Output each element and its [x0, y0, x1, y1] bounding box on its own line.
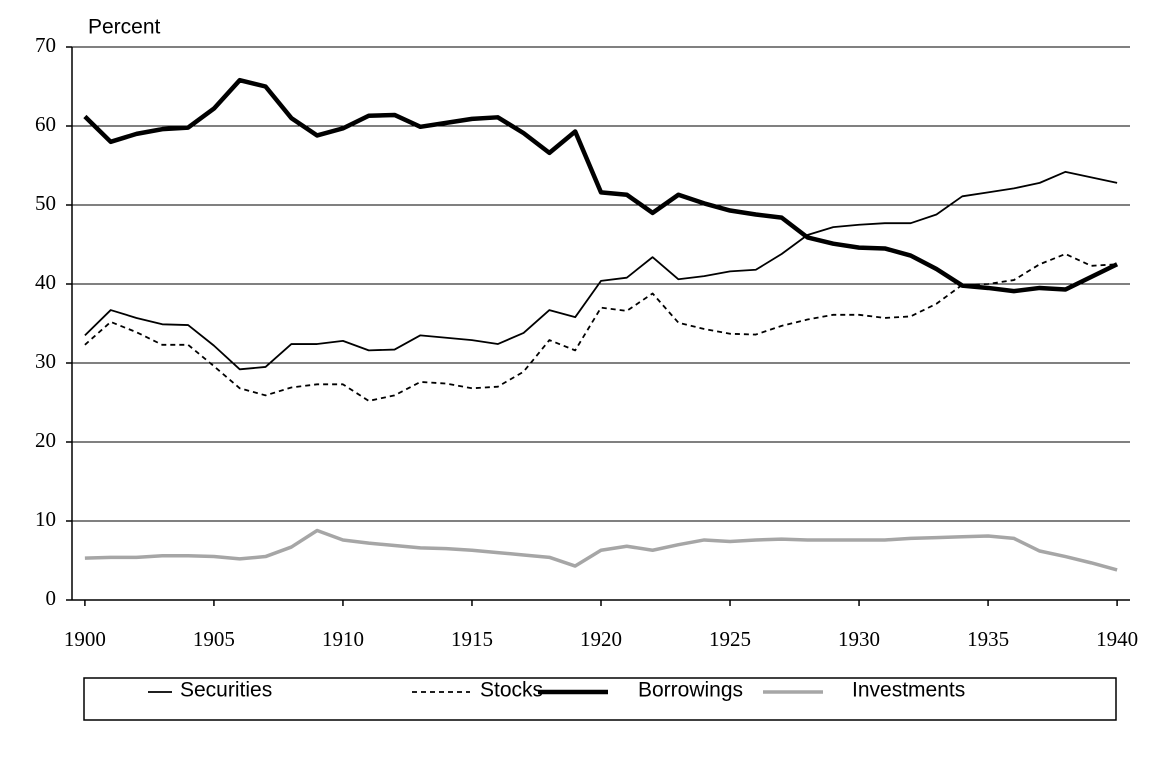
- y-axis-label: Percent: [88, 16, 161, 39]
- series-line: [84, 528, 1118, 572]
- x-tick-label: 1920: [580, 627, 622, 651]
- legend-box: [83, 677, 1117, 721]
- legend-label: Stocks: [480, 679, 543, 702]
- y-tick-label: 40: [35, 270, 56, 294]
- x-tick-label: 1925: [709, 627, 751, 651]
- legend-label: Securities: [180, 679, 272, 702]
- y-tick-label: 50: [35, 191, 56, 215]
- x-tick-label: 1900: [64, 627, 106, 651]
- legend-label: Investments: [852, 679, 965, 702]
- x-tick-label: 1930: [838, 627, 880, 651]
- series-line: [83, 77, 1119, 294]
- x-tick-label: 1905: [193, 627, 235, 651]
- y-tick-label: 70: [35, 33, 56, 57]
- y-tick-label: 10: [35, 507, 56, 531]
- legend-label: Borrowings: [638, 679, 743, 702]
- x-tick-label: 1940: [1096, 627, 1138, 651]
- x-tick-label: 1915: [451, 627, 493, 651]
- y-tick-label: 0: [46, 586, 57, 610]
- y-tick-label: 20: [35, 428, 56, 452]
- x-tick-label: 1935: [967, 627, 1009, 651]
- x-tick-label: 1910: [322, 627, 364, 651]
- y-tick-label: 60: [35, 112, 56, 136]
- y-tick-label: 30: [35, 349, 56, 373]
- series-line: [84, 170, 1118, 371]
- series-line: [84, 253, 1118, 402]
